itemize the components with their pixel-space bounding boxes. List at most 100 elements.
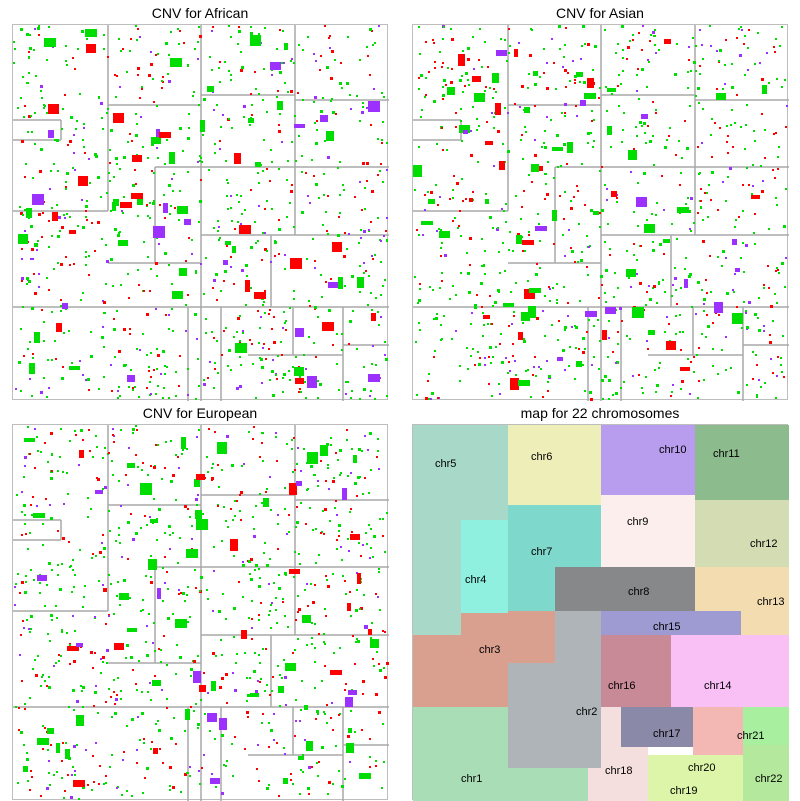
cnv-mark <box>242 332 244 334</box>
cnv-mark <box>225 673 228 676</box>
label-chr1: chr1 <box>461 773 482 785</box>
cnv-mark <box>136 39 138 41</box>
cnv-cluster <box>270 62 281 70</box>
cnv-heatmap-african <box>13 25 389 401</box>
cnv-mark <box>377 450 379 452</box>
cnv-cluster <box>175 619 187 628</box>
cnv-mark <box>18 361 21 364</box>
cnv-mark <box>40 795 42 797</box>
cnv-mark <box>72 559 74 561</box>
cnv-mark <box>141 712 144 715</box>
cnv-mark <box>143 241 145 243</box>
cnv-mark <box>98 580 100 582</box>
region-chr4 <box>461 520 508 540</box>
cnv-mark <box>365 270 367 272</box>
cnv-mark <box>593 356 595 358</box>
cnv-mark <box>386 169 388 171</box>
cnv-mark <box>375 693 378 696</box>
cnv-mark <box>91 557 93 559</box>
cnv-mark <box>36 249 38 251</box>
cnv-mark <box>564 69 567 72</box>
cnv-mark <box>153 498 155 500</box>
region-chr2 <box>508 663 601 768</box>
cnv-mark <box>420 116 422 118</box>
cnv-mark <box>37 450 39 452</box>
cnv-mark <box>277 665 279 667</box>
cnv-mark <box>120 429 122 431</box>
cnv-mark <box>338 216 340 218</box>
cnv-mark <box>46 685 48 687</box>
cnv-cluster <box>156 129 160 140</box>
cnv-mark <box>636 74 638 76</box>
cnv-mark <box>435 184 437 186</box>
cnv-mark <box>335 745 337 747</box>
cnv-mark <box>146 387 148 389</box>
cnv-mark <box>384 279 386 281</box>
cnv-mark <box>24 105 26 107</box>
region-chr19 <box>648 755 743 801</box>
cnv-mark <box>702 240 705 243</box>
cnv-mark <box>736 94 738 96</box>
cnv-mark <box>307 36 309 38</box>
cnv-mark <box>341 785 344 788</box>
cnv-mark <box>257 240 259 242</box>
cnv-mark <box>238 30 241 33</box>
cnv-mark <box>279 674 281 676</box>
cnv-mark <box>151 143 154 146</box>
cnv-mark <box>69 264 71 266</box>
cnv-mark <box>53 268 55 270</box>
cnv-mark <box>382 181 384 183</box>
cnv-mark <box>72 57 74 59</box>
cnv-cluster <box>576 361 582 367</box>
cnv-cluster <box>524 289 535 299</box>
cnv-mark <box>128 447 130 449</box>
cnv-mark <box>384 676 387 679</box>
cnv-mark <box>358 448 361 451</box>
cnv-mark <box>26 33 29 36</box>
cnv-mark <box>604 375 607 378</box>
cnv-mark <box>215 655 217 657</box>
cnv-mark <box>120 698 122 700</box>
cnv-mark <box>20 97 22 99</box>
cnv-mark <box>504 39 506 41</box>
cnv-mark <box>141 86 143 88</box>
cnv-mark <box>527 369 529 371</box>
cnv-mark <box>216 104 218 106</box>
cnv-mark <box>622 49 624 51</box>
cnv-mark <box>86 38 88 40</box>
cnv-mark <box>187 772 189 774</box>
cnv-mark <box>307 605 309 607</box>
cnv-mark <box>15 706 17 708</box>
cnv-mark <box>356 95 358 97</box>
chromosome-map: chr1 chr2 chr3 chr4 chr5 chr6 chr7 chr8 chr9 chr1… <box>412 424 789 801</box>
cnv-mark <box>60 263 63 266</box>
cnv-mark <box>155 393 157 395</box>
cnv-cluster <box>127 628 137 632</box>
cnv-mark <box>352 635 354 637</box>
cnv-mark <box>164 252 167 255</box>
cnv-mark <box>59 230 61 232</box>
cnv-cluster <box>332 242 342 252</box>
cnv-mark <box>15 388 17 390</box>
cnv-mark <box>415 341 417 343</box>
cnv-mark <box>782 335 784 337</box>
cnv-mark <box>362 493 364 495</box>
cnv-mark <box>533 366 535 368</box>
cnv-mark <box>340 62 342 64</box>
cnv-mark <box>298 135 300 137</box>
cnv-mark <box>147 157 149 159</box>
cnv-mark <box>593 119 595 121</box>
cnv-mark <box>776 204 778 206</box>
cnv-cluster <box>714 302 723 313</box>
cnv-mark <box>742 184 744 186</box>
cnv-mark <box>538 366 540 368</box>
cnv-mark <box>779 45 781 47</box>
cnv-mark <box>164 532 166 534</box>
cnv-mark <box>94 616 96 618</box>
cnv-mark <box>325 480 327 482</box>
cnv-mark <box>695 70 697 72</box>
cnv-mark <box>386 217 388 219</box>
cnv-mark <box>287 160 289 162</box>
cnv-mark <box>460 108 462 110</box>
cnv-mark <box>313 342 315 344</box>
